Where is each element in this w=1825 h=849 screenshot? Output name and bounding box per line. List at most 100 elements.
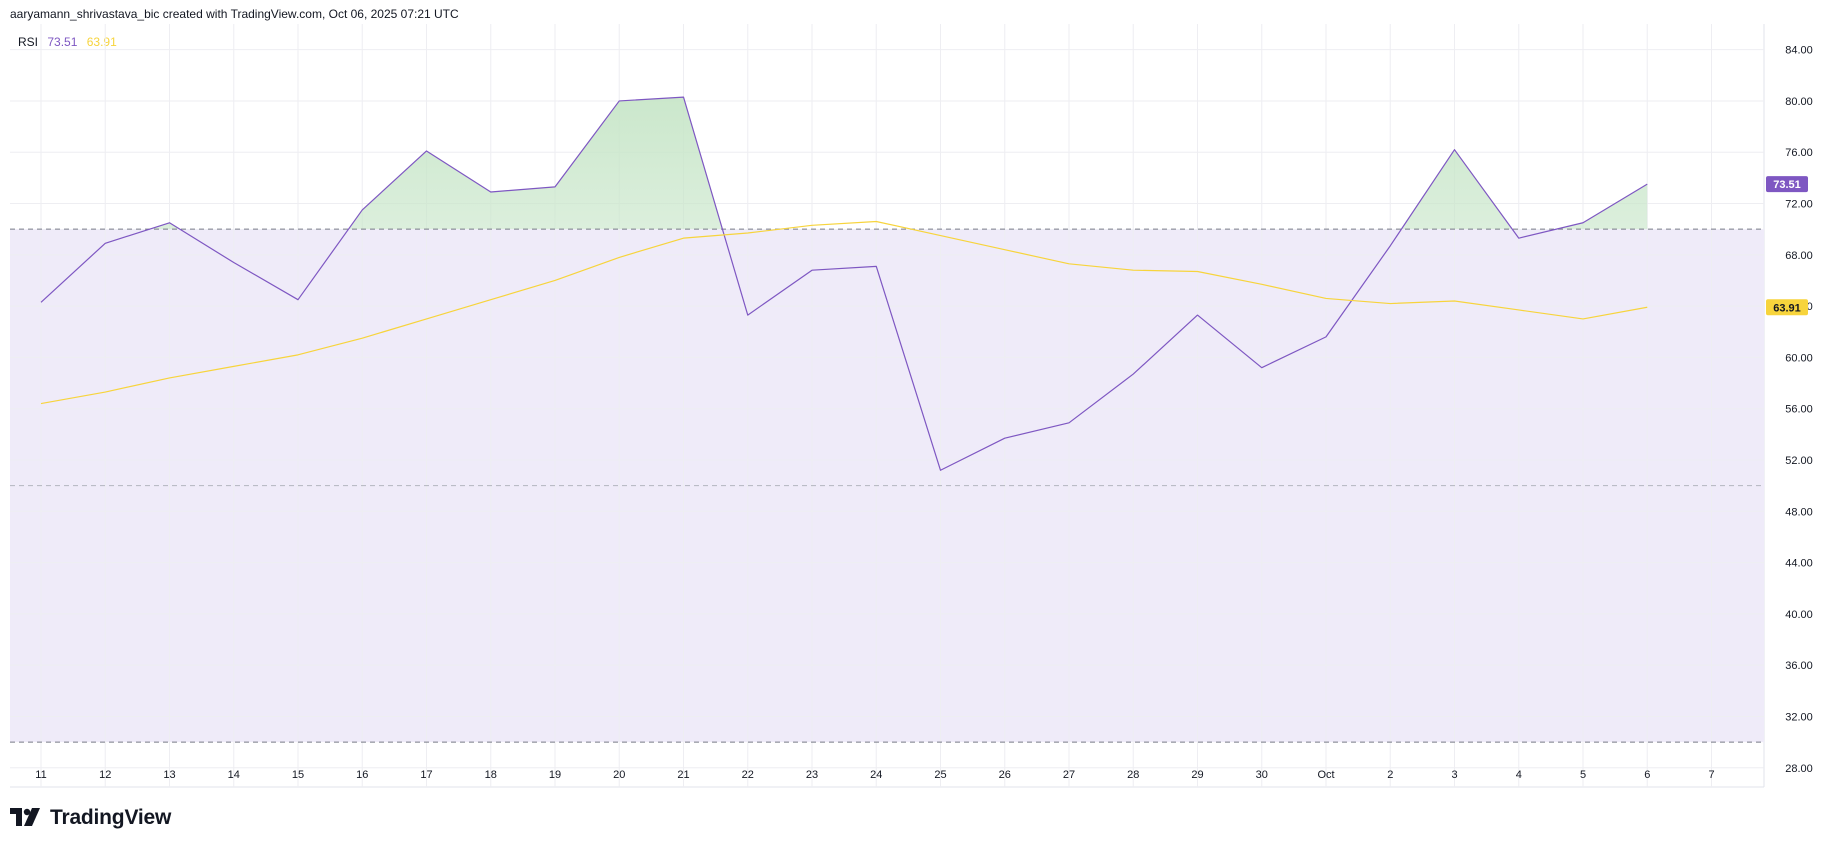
y-tick-label: 56.00 [1785, 404, 1813, 416]
x-tick-label: 28 [1127, 769, 1139, 781]
y-tick-label: 52.00 [1785, 455, 1813, 467]
rsi-point [104, 242, 106, 244]
rsi-point [875, 265, 877, 267]
rsi-chart[interactable]: 84.0080.0076.0072.0068.0064.0060.0056.00… [0, 0, 1825, 800]
rsi-ma-point [361, 337, 363, 339]
rsi-ma-point [1646, 306, 1648, 308]
y-tick-label: 36.00 [1785, 660, 1813, 672]
x-tick-label: 19 [549, 769, 561, 781]
rsi-ma-point [618, 256, 620, 258]
rsi-point [361, 209, 363, 211]
rsi-ma-point [1068, 263, 1070, 265]
rsi-point [1004, 437, 1006, 439]
ma-legend-value: 63.91 [86, 35, 117, 49]
rsi-point [425, 150, 427, 152]
x-tick-label: 23 [806, 769, 818, 781]
rsi-legend-value: 73.51 [47, 35, 78, 49]
indicator-legend[interactable]: RSI 73.51 63.91 [18, 35, 123, 49]
x-tick-label: 29 [1191, 769, 1203, 781]
rsi-ma-point [104, 391, 106, 393]
x-tick-label: 22 [742, 769, 754, 781]
y-tick-label: 72.00 [1785, 199, 1813, 211]
rsi-ma-point [1518, 309, 1520, 311]
tradingview-logo-icon [10, 808, 40, 826]
x-tick-label: Oct [1317, 769, 1334, 781]
x-tick-label: 2 [1387, 769, 1393, 781]
ma-last-value-badge-label: 63.91 [1773, 302, 1801, 314]
ma-last-value-badge-bg [1766, 299, 1808, 316]
y-tick-label: 76.00 [1785, 147, 1813, 159]
rsi-ma-point [233, 365, 235, 367]
y-tick-label: 32.00 [1785, 711, 1813, 723]
rsi-point [1453, 148, 1455, 150]
rsi-point [1582, 222, 1584, 224]
rsi-point [811, 269, 813, 271]
rsi-ma-point [747, 232, 749, 234]
rsi-point [747, 314, 749, 316]
rsi-last-value-badge-label: 73.51 [1773, 179, 1801, 191]
rsi-ma-point [1261, 283, 1263, 285]
x-tick-label: 26 [999, 769, 1011, 781]
rsi-ma-point [811, 224, 813, 226]
rsi-ma-point [1132, 269, 1134, 271]
x-tick-label: 24 [870, 769, 882, 781]
rsi-point [1518, 237, 1520, 239]
y-tick-label: 44.00 [1785, 558, 1813, 570]
rsi-last-value-badge-bg [1766, 176, 1808, 193]
rsi-point [1196, 314, 1198, 316]
rsi-point [618, 100, 620, 102]
rsi-ma-point [1196, 270, 1198, 272]
rsi-ma-point [297, 354, 299, 356]
rsi-ma-point [425, 318, 427, 320]
x-tick-label: 13 [163, 769, 175, 781]
rsi-ma-point [1582, 318, 1584, 320]
x-tick-label: 15 [292, 769, 304, 781]
rsi-ma-point [875, 220, 877, 222]
rsi-point [1132, 373, 1134, 375]
rsi-ma-point [939, 234, 941, 236]
x-tick-label: 11 [35, 769, 46, 781]
y-tick-label: 60.00 [1785, 352, 1813, 364]
overbought-area-fill [41, 97, 1648, 230]
rsi-ma-point [490, 299, 492, 301]
y-tick-label: 40.00 [1785, 609, 1813, 621]
tradingview-logo[interactable]: TradingView [10, 806, 171, 830]
indicator-name: RSI [18, 35, 39, 49]
y-tick-label: 80.00 [1785, 96, 1813, 108]
rsi-point [297, 299, 299, 301]
chart-attribution: aaryamann_shrivastava_bic created with T… [10, 7, 459, 21]
x-tick-label: 16 [356, 769, 368, 781]
rsi-point [1068, 422, 1070, 424]
rsi-ma-point [1453, 300, 1455, 302]
rsi-ma-point [40, 402, 42, 404]
x-tick-label: 5 [1580, 769, 1586, 781]
x-tick-label: 27 [1063, 769, 1075, 781]
y-tick-label: 48.00 [1785, 506, 1813, 518]
rsi-point [682, 96, 684, 98]
y-tick-label: 84.00 [1785, 45, 1813, 57]
rsi-ma-point [554, 279, 556, 281]
x-tick-label: 7 [1708, 769, 1714, 781]
y-tick-label: 68.00 [1785, 250, 1813, 262]
x-tick-label: 12 [99, 769, 111, 781]
rsi-ma-point [1004, 248, 1006, 250]
x-tick-label: 18 [485, 769, 497, 781]
rsi-ma-point [682, 237, 684, 239]
rsi-ma-point [1389, 302, 1391, 304]
x-tick-label: 3 [1451, 769, 1457, 781]
rsi-ma-line [40, 220, 1648, 405]
rsi-point [1389, 245, 1391, 247]
rsi-ma-point [168, 377, 170, 379]
x-tick-label: 14 [228, 769, 240, 781]
rsi-point [1261, 366, 1263, 368]
rsi-point [554, 186, 556, 188]
x-tick-label: 21 [677, 769, 689, 781]
rsi-ma-point [1325, 297, 1327, 299]
x-tick-label: 6 [1644, 769, 1650, 781]
brand-name: TradingView [50, 806, 172, 829]
rsi-point [490, 191, 492, 193]
rsi-point [233, 261, 235, 263]
x-tick-label: 25 [934, 769, 946, 781]
rsi-point [1646, 183, 1648, 185]
x-tick-label: 17 [420, 769, 432, 781]
